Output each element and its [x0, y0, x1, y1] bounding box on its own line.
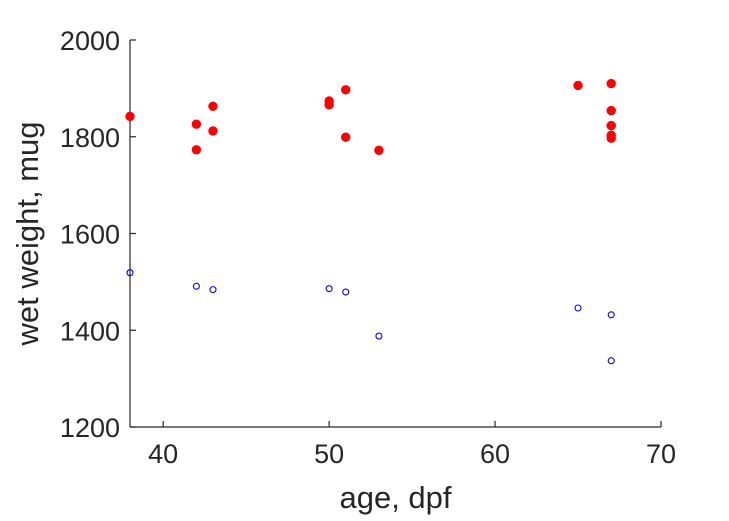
filled-data-point — [606, 78, 616, 89]
y-axis-title: wet weight, mug — [10, 122, 45, 347]
filled-data-point — [341, 85, 351, 95]
filled-data-point — [125, 111, 135, 122]
open-data-point — [375, 332, 383, 340]
y-tick-label: 1800 — [60, 123, 120, 153]
filled-data-point — [324, 100, 334, 110]
filled-data-point — [208, 101, 218, 111]
x-tick-label: 50 — [314, 439, 344, 469]
y-ticks: 1200 1400 1600 1800 2000 — [60, 26, 136, 443]
open-data-point — [209, 286, 217, 294]
open-data-point — [126, 269, 134, 277]
x-axis-title: age, dpf — [339, 480, 451, 515]
filled-data-point — [606, 105, 616, 116]
y-tick-label: 2000 — [60, 26, 120, 56]
y-tick-label: 1200 — [60, 413, 120, 443]
filled-data-point — [606, 120, 616, 131]
x-ticks: 40 50 60 70 — [148, 421, 676, 469]
open-data-point — [574, 304, 582, 312]
y-tick-label: 1400 — [60, 316, 120, 346]
open-data-point — [607, 357, 615, 365]
open-data-point — [607, 311, 615, 319]
filled-data-point — [374, 145, 384, 155]
filled-data-point — [208, 126, 218, 136]
filled-data-point — [191, 145, 202, 155]
filled-data-point — [341, 132, 351, 142]
open-data-point — [192, 282, 200, 290]
y-tick-label: 1600 — [60, 220, 120, 250]
open-data-point — [342, 288, 350, 296]
data-points — [125, 78, 616, 365]
series-1 — [125, 78, 616, 155]
x-tick-label: 70 — [646, 439, 676, 469]
filled-data-point — [606, 133, 616, 143]
open-data-point — [325, 285, 333, 293]
x-tick-label: 60 — [480, 439, 510, 469]
filled-data-point — [573, 80, 583, 91]
axes — [129, 40, 661, 428]
filled-data-point — [191, 119, 202, 129]
series-2 — [126, 269, 615, 365]
x-tick-label: 40 — [148, 439, 178, 469]
